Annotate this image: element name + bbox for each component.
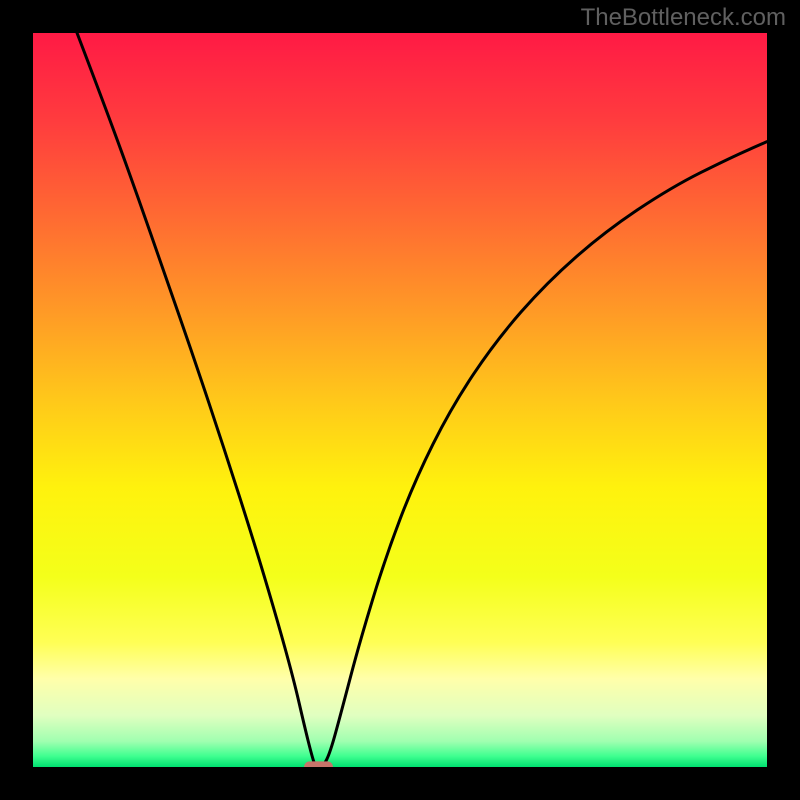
watermark-text: TheBottleneck.com [581,4,786,32]
chart-stage: TheBottleneck.com [0,0,800,800]
bottleneck-chart [0,0,800,800]
plot-background [33,33,767,767]
